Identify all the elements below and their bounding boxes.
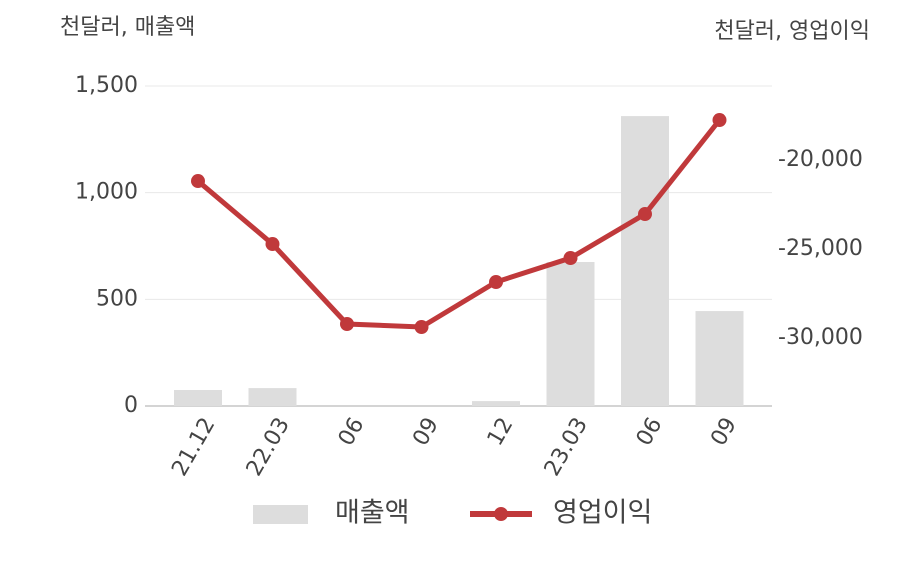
y2-tick-label: -20,000 — [778, 147, 863, 172]
y-tick-label: 500 — [96, 286, 138, 311]
line-point — [489, 275, 503, 290]
line-point — [563, 251, 578, 266]
y2-tick-label: -30,000 — [778, 325, 863, 350]
bar — [472, 401, 520, 406]
bar — [695, 311, 744, 406]
x-tick-label: 06 — [334, 414, 370, 451]
y2-axis-title: 천달러, 영업이익 — [714, 19, 870, 44]
legend-swatch — [253, 505, 308, 524]
y-tick-label: 1,000 — [75, 180, 138, 205]
x-tick-label: 23.03 — [540, 414, 593, 481]
line-point — [265, 237, 280, 252]
legend-label: 매출액 — [335, 498, 410, 529]
legend-label: 영업이익 — [553, 498, 652, 529]
line-point — [340, 317, 354, 332]
line — [196, 118, 722, 330]
x-tick-label: 21.12 — [167, 414, 220, 481]
line-point — [191, 174, 205, 189]
bar — [621, 116, 669, 406]
x-tick-label: 09 — [706, 414, 742, 451]
bar — [174, 390, 222, 406]
x-tick-label: 09 — [408, 414, 444, 451]
x-tick-label: 22.03 — [242, 414, 295, 481]
y-tick-label: 1,500 — [75, 73, 138, 98]
line-point — [414, 320, 429, 335]
legend-swatch — [494, 507, 508, 521]
x-tick-label: 12 — [483, 414, 519, 451]
bar — [546, 262, 595, 406]
y-axis-title: 천달러, 매출액 — [60, 15, 195, 40]
y-tick-label: 0 — [124, 393, 138, 418]
line-point — [712, 113, 727, 128]
y2-tick-label: -25,000 — [778, 236, 863, 261]
x-tick-label: 06 — [632, 414, 668, 451]
line-point — [638, 207, 652, 222]
bar — [248, 388, 297, 406]
